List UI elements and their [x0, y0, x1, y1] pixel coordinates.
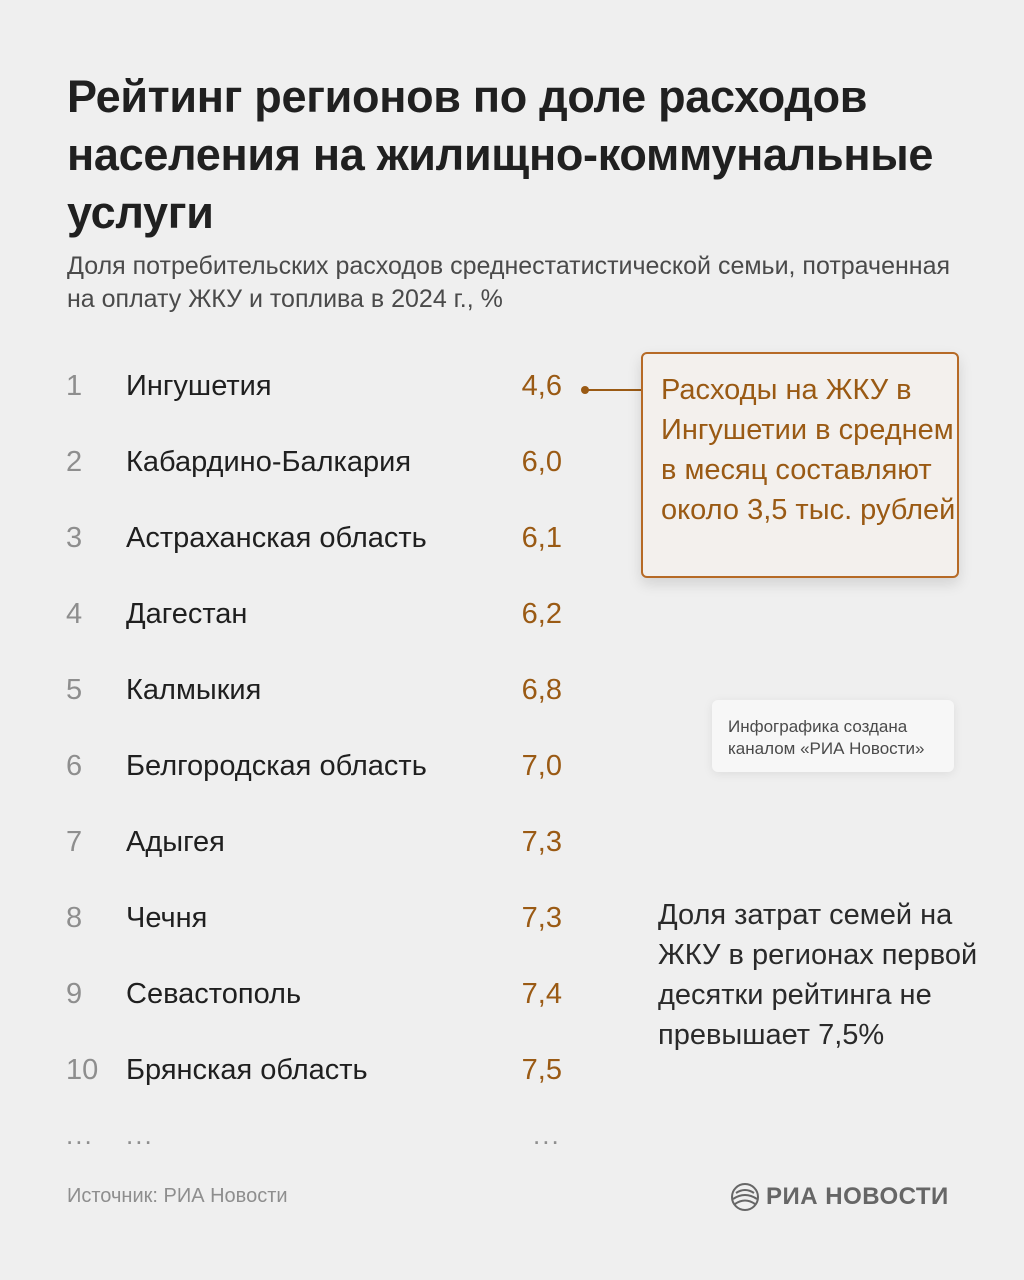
table-row: 3 Астраханская область 6,1: [0, 504, 600, 580]
row-value: 7,5: [521, 1054, 562, 1086]
row-rank: 1: [66, 370, 83, 402]
table-row: 5 Калмыкия 6,8: [0, 656, 600, 732]
callout-text: Расходы на ЖКУ в Ингушетии в среднем в м…: [661, 374, 956, 526]
page-title: Рейтинг регионов по доле расходов населе…: [67, 71, 934, 238]
table-row: 2 Кабардино-Балкария 6,0: [0, 428, 600, 504]
row-rank: 5: [66, 674, 83, 706]
row-region: Дагестан: [126, 598, 248, 630]
row-region: Севастополь: [126, 978, 302, 1010]
row-region: Брянская область: [126, 1054, 368, 1086]
row-value: 7,0: [521, 750, 562, 782]
row-value: 6,0: [521, 446, 562, 478]
table-row: 7 Адыгея 7,3: [0, 808, 600, 884]
ria-globe-icon: [731, 1183, 759, 1211]
logo-text: РИА НОВОСТИ: [766, 1183, 949, 1210]
row-region: Ингушетия: [126, 370, 272, 402]
table-row: 8 Чечня 7,3: [0, 884, 600, 960]
row-value: 6,8: [521, 674, 562, 706]
page-subtitle: Доля потребительских расходов среднестат…: [67, 252, 951, 313]
row-region: Белгородская область: [126, 750, 427, 782]
row-rank: 7: [66, 826, 83, 858]
row-value: 7,4: [521, 978, 562, 1010]
row-value: 4,6: [521, 370, 562, 402]
row-region: Чечня: [126, 902, 208, 934]
row-region: Адыгея: [126, 826, 225, 858]
continuation-value: ...: [533, 1120, 561, 1150]
callout-connector: [581, 386, 644, 394]
row-value: 6,1: [521, 522, 562, 554]
row-region: Кабардино-Балкария: [126, 446, 412, 478]
row-value: 7,3: [521, 902, 562, 934]
table-row: 6 Белгородская область 7,0: [0, 732, 600, 808]
row-rank: 10: [66, 1054, 99, 1086]
ria-logo: РИА НОВОСТИ: [730, 1180, 949, 1214]
row-value: 6,2: [521, 598, 562, 630]
row-value: 7,3: [521, 826, 562, 858]
row-rank: 6: [66, 750, 83, 782]
source-label: Источник: РИА Новости: [67, 1185, 288, 1207]
row-rank: 4: [66, 598, 83, 630]
credit-badge: Инфографика создана каналом «РИА Новости…: [712, 700, 954, 772]
row-rank: 8: [66, 902, 83, 934]
callout-box: Расходы на ЖКУ в Ингушетии в среднем в м…: [641, 352, 959, 578]
continuation-rank: ...: [66, 1120, 94, 1150]
row-region: Калмыкия: [126, 674, 262, 706]
table-row: 4 Дагестан 6,2: [0, 580, 600, 656]
continuation-region: ...: [126, 1120, 154, 1150]
summary-note: Доля затрат семей на ЖКУ в регионах перв…: [658, 899, 978, 1051]
table-row: 10 Брянская область 7,5: [0, 1036, 600, 1112]
row-rank: 2: [66, 446, 83, 478]
table-row: 1 Ингушетия 4,6: [0, 352, 600, 428]
row-rank: 3: [66, 522, 83, 554]
row-rank: 9: [66, 978, 83, 1010]
table-row: 9 Севастополь 7,4: [0, 960, 600, 1036]
row-region: Астраханская область: [126, 522, 427, 554]
